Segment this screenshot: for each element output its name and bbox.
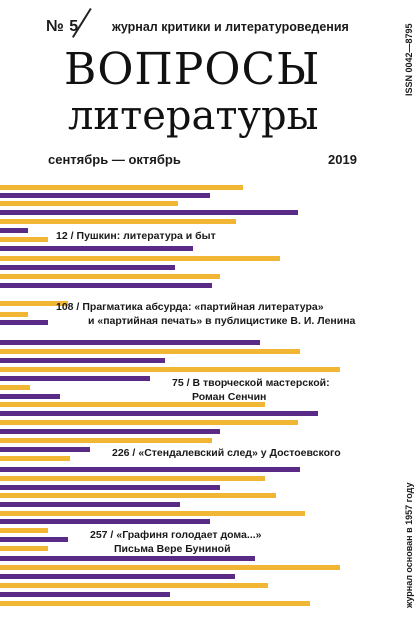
contents-title-continued: Письма Вере Буниной bbox=[114, 543, 231, 555]
stripe-purple bbox=[0, 519, 210, 524]
contents-entry-line2: и «партийная печать» в публицистике В. И… bbox=[88, 314, 355, 328]
stripe-purple bbox=[0, 376, 150, 381]
stripe-purple bbox=[0, 485, 220, 490]
contents-title: «Графиня голодает дома...» bbox=[116, 529, 262, 541]
contents-page-number: 108 / bbox=[56, 301, 80, 313]
stripe-yellow bbox=[0, 201, 178, 206]
stripe-purple bbox=[0, 502, 180, 507]
contents-title: «Стендалевский след» у Достоевского bbox=[138, 447, 341, 459]
stripe-purple bbox=[0, 246, 193, 251]
contents-page-number: 75 / bbox=[172, 377, 190, 389]
contents-entry: 12 /Пушкин: литература и быт bbox=[56, 229, 216, 243]
stripe-purple bbox=[0, 210, 298, 215]
contents-page-number: 226 / bbox=[112, 447, 136, 459]
stripe-yellow bbox=[0, 476, 265, 481]
stripe-purple bbox=[0, 447, 90, 452]
contents-title-continued: Роман Сенчин bbox=[192, 391, 267, 403]
journal-subtitle: журнал критики и литературоведения bbox=[112, 20, 349, 34]
stripe-purple bbox=[0, 283, 212, 288]
stripe-yellow bbox=[0, 301, 68, 306]
stripe-yellow bbox=[0, 274, 220, 279]
issue-dates: сентябрь — октябрь bbox=[48, 152, 181, 167]
stripe-purple bbox=[0, 537, 68, 542]
stripe-purple bbox=[0, 429, 220, 434]
contents-page-number: 12 / bbox=[56, 230, 74, 242]
issn-label: ISSN 0042—8795 bbox=[404, 23, 414, 96]
stripe-yellow bbox=[0, 312, 28, 317]
stripe-purple bbox=[0, 592, 170, 597]
stripe-yellow bbox=[0, 256, 280, 261]
stripe-yellow bbox=[0, 528, 48, 533]
contents-page-number: 257 / bbox=[90, 529, 114, 541]
stripe-purple bbox=[0, 358, 165, 363]
contents-entry-line2: Роман Сенчин bbox=[192, 390, 266, 404]
title-line-1: ВОПРОСЫ bbox=[64, 44, 321, 95]
issue-year: 2019 bbox=[328, 152, 357, 167]
contents-entry: 108 /Прагматика абсурда: «партийная лите… bbox=[56, 300, 324, 314]
contents-title: Пушкин: литература и быт bbox=[76, 230, 216, 242]
title-line-2: литературы bbox=[68, 93, 319, 139]
stripe-yellow bbox=[0, 511, 305, 516]
stripe-yellow bbox=[0, 601, 310, 606]
stripe-purple bbox=[0, 394, 60, 399]
stripe-purple bbox=[0, 265, 175, 270]
stripe-yellow bbox=[0, 385, 30, 390]
contents-entry: 226 /«Стендалевский след» у Достоевского bbox=[112, 446, 341, 460]
stripe-purple bbox=[0, 340, 260, 345]
stripe-yellow bbox=[0, 367, 340, 372]
contents-title: Прагматика абсурда: «партийная литератур… bbox=[82, 301, 324, 313]
stripe-yellow bbox=[0, 493, 276, 498]
stripe-yellow bbox=[0, 583, 268, 588]
contents-entry: 257 /«Графиня голодает дома...» bbox=[90, 528, 262, 542]
stripe-purple bbox=[0, 556, 255, 561]
stripe-yellow bbox=[0, 219, 236, 224]
founded-note: журнал основан в 1957 году bbox=[404, 482, 414, 609]
contents-title-continued: и «партийная печать» в публицистике В. И… bbox=[88, 315, 356, 327]
stripe-yellow bbox=[0, 402, 265, 407]
stripe-yellow bbox=[0, 438, 212, 443]
contents-entry: 75 /В творческой мастерской: bbox=[172, 376, 330, 390]
stripe-yellow bbox=[0, 546, 48, 551]
stripe-yellow bbox=[0, 185, 243, 190]
stripe-yellow bbox=[0, 565, 340, 570]
contents-title: В творческой мастерской: bbox=[192, 377, 330, 389]
stripe-yellow bbox=[0, 237, 48, 242]
stripe-purple bbox=[0, 411, 318, 416]
stripe-purple bbox=[0, 320, 48, 325]
stripe-yellow bbox=[0, 456, 70, 461]
stripe-purple bbox=[0, 228, 28, 233]
stripe-purple bbox=[0, 193, 210, 198]
contents-entry-line2: Письма Вере Буниной bbox=[114, 542, 231, 556]
stripe-purple bbox=[0, 574, 235, 579]
issue-number: № 5 bbox=[46, 18, 79, 35]
stripe-yellow bbox=[0, 420, 298, 425]
stripe-purple bbox=[0, 467, 300, 472]
stripe-yellow bbox=[0, 349, 300, 354]
